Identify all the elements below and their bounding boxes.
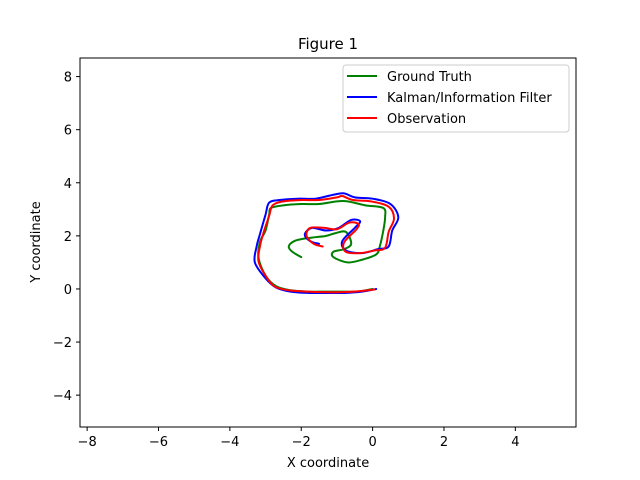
y-tick-label: −2 xyxy=(53,336,72,351)
y-tick-label: 8 xyxy=(64,71,72,86)
x-tick-label: 4 xyxy=(511,435,519,450)
x-tick-label: 2 xyxy=(440,435,448,450)
plot-area xyxy=(79,57,577,428)
y-tick-label: −4 xyxy=(53,389,72,404)
series-line-observation xyxy=(257,194,396,294)
y-tick-label: 4 xyxy=(64,177,72,192)
x-tick-label: 0 xyxy=(368,435,376,450)
x-tick-label: −8 xyxy=(78,435,97,450)
chart-title: Figure 1 xyxy=(298,35,358,53)
series-layer xyxy=(253,192,400,295)
y-tick-label: 6 xyxy=(64,124,72,139)
legend-label-kalman-filter: Kalman/Information Filter xyxy=(387,91,552,106)
legend-label-ground-truth: Ground Truth xyxy=(387,70,472,85)
plot-frame xyxy=(79,57,577,428)
y-axis-label: Y coordinate xyxy=(29,201,44,283)
series-line-kalman-filter xyxy=(253,192,400,295)
x-axis-label: X coordinate xyxy=(287,456,369,471)
x-tick-label: −6 xyxy=(149,435,168,450)
y-axis: −4 −2 0 2 4 6 8 xyxy=(53,71,80,404)
legend-label-observation: Observation xyxy=(387,112,466,127)
y-tick-label: 0 xyxy=(64,283,72,298)
legend: Ground Truth Kalman/Information Filter O… xyxy=(342,64,570,133)
x-tick-label: −2 xyxy=(292,435,311,450)
x-axis: −8 −6 −4 −2 0 2 4 xyxy=(78,427,519,450)
y-tick-label: 2 xyxy=(64,230,72,245)
legend-box xyxy=(342,64,570,133)
x-tick-label: −4 xyxy=(220,435,239,450)
